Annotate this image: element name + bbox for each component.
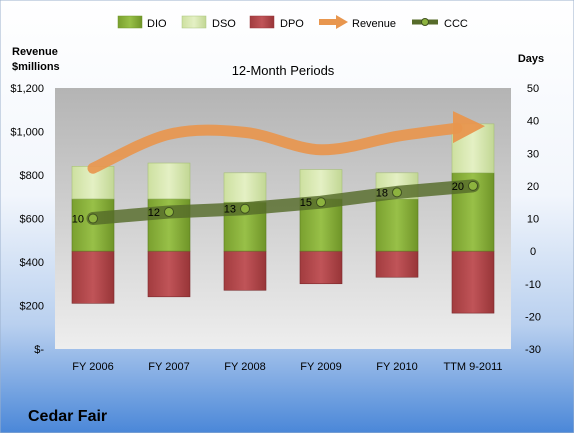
left-tick-label: $1,000 [10,127,44,139]
left-axis-label-line1: Revenue [12,46,58,58]
right-tick-label: 0 [530,246,536,258]
legend-label-dso: DSO [212,18,236,30]
ccc-line [86,179,480,225]
left-tick-label: $200 [20,301,44,313]
left-tick-label: $800 [20,170,44,182]
bar-dso [223,172,267,203]
bar-dpo [299,250,343,285]
ccc-point [164,206,174,217]
legend-item-ccc: CCC [412,18,468,30]
ccc-series: 10 12 13 15 18 20 [72,179,480,226]
legend-label-dpo: DPO [280,18,304,30]
legend-swatch-dpo [249,15,275,29]
legend-label-revenue: Revenue [352,18,396,30]
ccc-data-label: 10 [72,214,84,226]
right-tick-label: 40 [527,116,539,128]
bar-dio [375,198,419,252]
right-axis-ticks: -30 -20 -10 0 10 20 30 40 50 [525,83,541,356]
bar-dso [147,162,191,200]
left-tick-label: $400 [20,257,44,269]
right-tick-label: 50 [527,83,539,95]
bar-dpo [147,250,191,298]
legend: DIO DSO DPO Revenue CCC [117,15,468,30]
ccc-data-label: 13 [224,204,236,216]
ccc-point [316,197,326,208]
legend-label-ccc: CCC [444,18,468,30]
category-label: FY 2008 [224,361,265,373]
right-tick-label: 10 [527,214,539,226]
ccc-data-label: 12 [148,207,160,219]
right-tick-label: -20 [525,311,541,323]
right-tick-label: 30 [527,148,539,160]
legend-label-dio: DIO [147,18,167,30]
company-name: Cedar Fair [28,408,107,425]
right-tick-label: -30 [525,344,541,356]
legend-swatch-dio [117,15,143,29]
legend-item-dso: DSO [181,15,236,30]
bar-dpo [375,250,419,278]
right-tick-label: 20 [527,181,539,193]
ccc-data-label: 18 [376,187,388,199]
bar-dpo [223,250,267,291]
ccc-data-label: 20 [452,181,464,193]
left-tick-label: $- [34,344,44,356]
left-tick-label: $600 [20,214,44,226]
legend-item-dpo: DPO [249,15,304,30]
left-axis-label-line2: $millions [12,61,60,73]
revenue-line [87,122,463,174]
chart-title: 12-Month Periods [232,63,335,78]
legend-swatch-dso [181,15,207,29]
ccc-data-label: 15 [300,197,312,209]
category-label: FY 2006 [72,361,113,373]
bar-dpo [71,250,115,304]
category-label: FY 2007 [148,361,189,373]
revenue-arrowhead [453,111,485,144]
category-label: FY 2010 [376,361,417,373]
legend-item-dio: DIO [117,15,167,30]
ccc-point [88,213,98,224]
legend-item-revenue: Revenue [319,15,396,30]
bar-dpo [451,250,495,314]
right-axis-label: Days [518,53,544,65]
legend-swatch-revenue-arrowhead [336,15,348,29]
ccc-point [468,180,478,191]
ccc-point [240,203,250,214]
right-tick-label: -10 [525,279,541,291]
category-label: TTM 9-2011 [443,361,502,373]
category-labels: FY 2006 FY 2007 FY 2008 FY 2009 FY 2010 TTM 9… [72,361,502,373]
bar-dio [71,198,115,252]
left-tick-label: $1,200 [10,83,44,95]
left-axis-ticks: $- $200 $400 $600 $800 $1,000 $1,200 [10,83,44,356]
ccc-point [392,187,402,198]
legend-swatch-ccc-marker [421,18,429,26]
revenue-series [87,111,485,174]
category-label: FY 2009 [300,361,341,373]
